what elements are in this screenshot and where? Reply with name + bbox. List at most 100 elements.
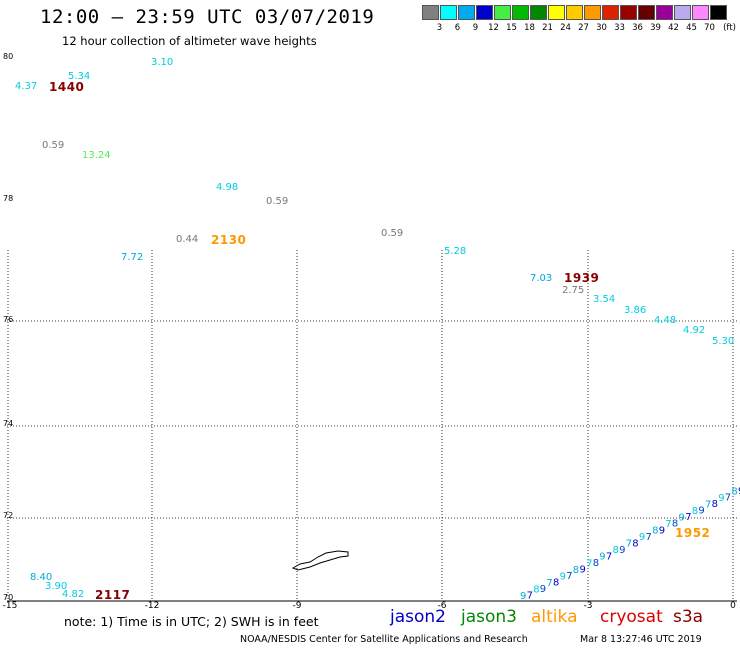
track-digit: 7 bbox=[685, 512, 691, 523]
track-digit: 8 bbox=[573, 565, 579, 576]
swh-value: 4.98 bbox=[216, 182, 239, 193]
lon-label-neg12: -12 bbox=[144, 601, 160, 611]
swh-value: 5.34 bbox=[68, 71, 91, 82]
track-digit: 9 bbox=[560, 571, 566, 582]
color-swatch bbox=[458, 5, 475, 20]
credit-line: NOAA/NESDIS Center for Satellite Applica… bbox=[240, 634, 528, 645]
lat-label-72: 72 bbox=[3, 511, 14, 520]
color-swatch-label: 6 bbox=[454, 23, 461, 33]
track-digit: 9 bbox=[659, 525, 665, 536]
mission-altika: altika bbox=[531, 607, 578, 627]
swh-value: 3.90 bbox=[45, 581, 68, 592]
lat-label-80: 80 bbox=[3, 52, 14, 61]
swh-value: 0.44 bbox=[176, 234, 199, 245]
track-digit: 9 bbox=[580, 565, 586, 576]
lon-label-0: 0 bbox=[730, 601, 736, 611]
color-swatch bbox=[656, 5, 673, 20]
satellite-track-cluster: 9789789789789789789789789789789789 bbox=[520, 486, 740, 602]
swh-value: 3.10 bbox=[151, 57, 174, 68]
swh-value: 5.28 bbox=[444, 246, 467, 257]
swh-value: 3.54 bbox=[593, 294, 616, 305]
color-swatch-label: 36 bbox=[632, 23, 643, 33]
track-digit: 7 bbox=[705, 499, 711, 510]
lon-label-neg9: -9 bbox=[292, 601, 302, 611]
track-digit: 9 bbox=[599, 552, 605, 563]
track-digit: 9 bbox=[540, 584, 546, 595]
color-swatch bbox=[476, 5, 493, 20]
swh-value: 13.24 bbox=[82, 150, 111, 161]
track-digit: 8 bbox=[712, 499, 718, 510]
track-digit: 9 bbox=[738, 486, 740, 497]
lon-label-neg3: -3 bbox=[583, 601, 593, 611]
track-digit: 8 bbox=[553, 578, 559, 589]
pass-time-label: 1440 bbox=[49, 80, 85, 94]
track-digit: 9 bbox=[698, 506, 704, 517]
track-digit: 8 bbox=[632, 538, 638, 549]
color-swatch-label: 12 bbox=[488, 23, 499, 33]
lon-label-neg15: -15 bbox=[2, 601, 18, 611]
track-digit: 8 bbox=[533, 585, 539, 596]
swh-value: 7.72 bbox=[121, 252, 144, 263]
color-swatch bbox=[692, 5, 709, 20]
track-digit: 9 bbox=[520, 591, 526, 602]
pass-time-label: 2117 bbox=[95, 588, 131, 602]
track-digit: 9 bbox=[619, 545, 625, 556]
track-digit: 9 bbox=[679, 513, 685, 524]
jan-mayen-island bbox=[291, 550, 349, 571]
color-swatch bbox=[566, 5, 583, 20]
swh-value: 4.37 bbox=[15, 81, 38, 92]
swh-value: 7.03 bbox=[530, 273, 553, 284]
color-swatch-label: 18 bbox=[524, 23, 535, 33]
color-swatch-label: 15 bbox=[506, 23, 517, 33]
track-digit: 7 bbox=[725, 493, 731, 504]
map-subtitle: 12 hour collection of altimeter wave hei… bbox=[62, 34, 317, 48]
track-digit: 8 bbox=[613, 545, 619, 556]
color-swatch-label: 30 bbox=[596, 23, 607, 33]
color-swatch-label: 70 bbox=[704, 23, 715, 33]
track-digit: 7 bbox=[665, 519, 671, 530]
swh-value: 0.59 bbox=[266, 196, 289, 207]
color-swatch bbox=[710, 5, 727, 20]
track-digit: 7 bbox=[646, 532, 652, 543]
track-digit: 7 bbox=[527, 591, 533, 602]
color-swatch-label: 3 bbox=[436, 23, 443, 33]
color-swatch-label: 45 bbox=[686, 23, 697, 33]
color-swatch-label: (ft) bbox=[723, 23, 736, 33]
mission-jason3: jason3 bbox=[461, 607, 517, 627]
color-swatch bbox=[512, 5, 529, 20]
track-digit: 8 bbox=[593, 558, 599, 569]
track-digit: 9 bbox=[639, 532, 645, 543]
lat-label-70: 70 bbox=[3, 593, 14, 602]
track-digit: 9 bbox=[718, 493, 724, 504]
track-digit: 7 bbox=[586, 558, 592, 569]
color-swatch bbox=[602, 5, 619, 20]
color-swatch-label: 33 bbox=[614, 23, 625, 33]
swh-value: 5.30 bbox=[712, 336, 735, 347]
swh-value: 4.92 bbox=[683, 325, 706, 336]
mission-jason2: jason2 bbox=[390, 607, 446, 627]
mission-cryosat: cryosat bbox=[600, 607, 663, 627]
color-swatch bbox=[422, 5, 439, 20]
track-digit: 7 bbox=[606, 552, 612, 563]
color-swatch-label: 9 bbox=[472, 23, 479, 33]
generated-timestamp: Mar 8 13:27:46 UTC 2019 bbox=[580, 634, 702, 645]
color-swatch bbox=[548, 5, 565, 20]
track-digit: 8 bbox=[731, 486, 737, 497]
lat-label-74: 74 bbox=[3, 419, 14, 428]
color-swatch-label: 24 bbox=[560, 23, 571, 33]
pass-time-label: 1939 bbox=[564, 271, 600, 285]
color-swatch bbox=[584, 5, 601, 20]
swh-value: 3.86 bbox=[624, 305, 647, 316]
track-digit: 8 bbox=[692, 506, 698, 517]
color-swatch bbox=[638, 5, 655, 20]
lat-label-76: 76 bbox=[3, 315, 14, 324]
swh-value: 2.75 bbox=[562, 285, 585, 296]
track-digit: 8 bbox=[652, 526, 658, 537]
swh-value: 4.82 bbox=[62, 589, 85, 600]
lat-label-78: 78 bbox=[3, 194, 14, 203]
mission-s3a: s3a bbox=[673, 607, 704, 627]
track-digit: 7 bbox=[626, 539, 632, 550]
track-digit: 8 bbox=[672, 519, 678, 530]
